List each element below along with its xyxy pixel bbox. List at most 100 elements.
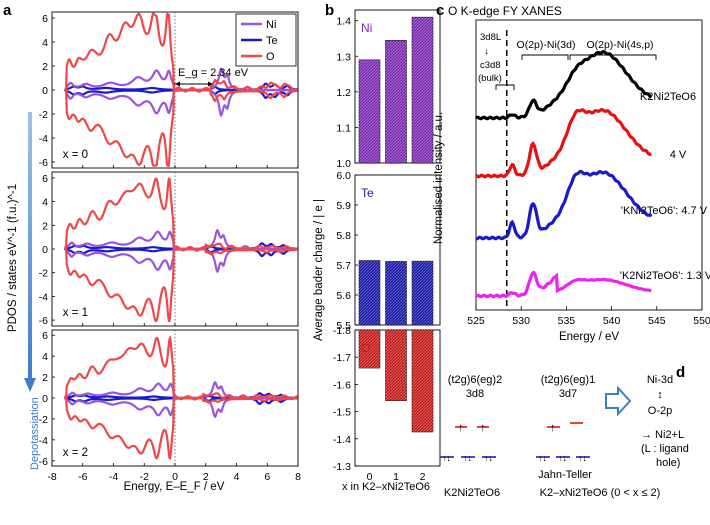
bader-ytick-label: 1.1 (336, 122, 351, 134)
bar-hatch (359, 260, 380, 325)
legend-te: Te (266, 35, 278, 47)
pdos-o-spin-down (64, 88, 298, 167)
pdos-ytick-label: -6 (39, 456, 48, 468)
svg-text:↑: ↑ (550, 422, 556, 434)
pdos-xtick-label: -6 (78, 471, 87, 483)
pdos-ytick-label: 6 (42, 173, 48, 185)
hybrid-arrow: ↕ (657, 389, 663, 401)
left-d-count: 3d8 (466, 388, 484, 400)
pdos-ytick-label: -4 (39, 291, 48, 303)
anno-c3d8: c3d8 (480, 60, 501, 71)
pdos-xtick-label: 8 (295, 471, 301, 483)
pdos-xtick-label: 4 (234, 471, 240, 483)
pdos-ytick-label: 0 (42, 85, 48, 97)
panel-c-xanes: 525 530 535 540 545 550 K2Ni2TeO6 4 V 'KNi2TeO6'… (467, 19, 710, 327)
svg-text:↑↓: ↑↓ (463, 453, 472, 463)
depotassiation-arrow (24, 112, 36, 392)
svg-text:↑↓: ↑↓ (578, 453, 587, 463)
right-config: (t2g)6(eg)1 (541, 374, 595, 386)
xanes-series-label: K2Ni2TeO6 (640, 91, 696, 103)
pdos-subplot-2: 6 4 2 0 -2 -4 -6 -8 -6 -4 -2 0 2 4 6 8 x = 2 (39, 329, 301, 483)
pdos-xtick-label: 6 (264, 471, 270, 483)
hybrid-bottom: O-2p (648, 405, 672, 417)
anno-down-arrow: ↓ (484, 46, 489, 57)
bracket-pre-edge (495, 84, 515, 90)
pdos-o-spin-up (63, 12, 298, 93)
pdos-ytick-label: 0 (42, 244, 48, 256)
panel-label-b: b (325, 2, 334, 19)
bader-ylabel: Average bader charge / | e | (313, 199, 325, 341)
bar-hatch (412, 17, 433, 164)
pdos-subplot-0: 6 4 2 0 -2 -4 -6 x = 0 (39, 11, 299, 169)
pdos-subplot-label: x = 0 (63, 149, 88, 161)
left-compound: K2Ni2TeO6 (444, 487, 500, 499)
bader-ytick-label: 1.0 (336, 158, 351, 170)
xanes-title: O K-edge FY XANES (448, 4, 562, 18)
xanes-xtick-label: 535 (558, 315, 576, 327)
bader-xlabel: x in K2–xNi2TeO6 (342, 481, 430, 493)
band-gap-label: E_g = 2.34 eV (178, 67, 249, 79)
pdos-xtick-label: -4 (109, 471, 118, 483)
pdos-ytick-label: -2 (39, 109, 48, 121)
xanes-frame (475, 19, 703, 311)
pdos-ni-spin-down (64, 247, 298, 274)
bader-ytick-label: -1.4 (333, 434, 351, 446)
panel-label-a: a (3, 2, 12, 19)
panel-b-bader: 1.0 1.1 1.2 1.3 1.4 Ni 5.5 5.6 5.7 5.8 5.9 6.0 Te -1.… (333, 9, 441, 483)
right-compound: K2–xNi2TeO6 (0 < x ≤ 2) (540, 487, 661, 499)
right-d-count: 3d7 (559, 388, 577, 400)
pdos-xlabel: Energy, E–E_F / eV (124, 481, 225, 493)
pdos-ytick-label: 2 (42, 61, 48, 73)
bader-ytick-label: 1.4 (336, 16, 351, 28)
svg-text:↑: ↑ (458, 422, 464, 434)
anno-ni4sp: O(2p)-Ni(4s,p) (586, 39, 653, 51)
bader-ytick-label: -1.3 (333, 461, 351, 473)
pdos-o-spin-down (64, 396, 298, 460)
pdos-ytick-label: 6 (42, 330, 48, 342)
bader-element-label: O (361, 341, 370, 355)
pdos-subplot-label: x = 2 (63, 447, 88, 459)
left-config: (t2g)6(eg)2 (448, 374, 502, 386)
xanes-xtick-label: 540 (603, 315, 621, 327)
pdos-xtick-label: -2 (140, 471, 149, 483)
bar-hatch (385, 330, 407, 401)
svg-text:↑↓: ↑↓ (558, 453, 567, 463)
xanes-ylabel: Normalised intensity / a.u. (433, 112, 445, 244)
bader-ytick-label: 5.7 (336, 260, 351, 272)
pdos-o-spin-down (64, 247, 298, 323)
bar-hatch (385, 40, 407, 163)
pdos-ytick-label: 0 (42, 393, 48, 405)
xanes-series-2 (475, 169, 653, 241)
pdos-xtick-label: -8 (47, 471, 56, 483)
xanes-series-0 (475, 49, 653, 121)
pdos-subplot-label: x = 1 (63, 307, 88, 319)
xanes-xtick-label: 545 (648, 315, 666, 327)
anno-bulk: (bulk) (478, 73, 502, 84)
ligand-note-1: (L : ligand (641, 443, 689, 455)
xanes-xtick-label: 525 (467, 315, 485, 327)
bader-xtick-label: 0 (367, 471, 373, 483)
bader-ytick-label: 1.2 (336, 87, 351, 99)
bader-xtick-label: 1 (393, 471, 399, 483)
xanes-series-3 (475, 270, 652, 299)
bader-xtick-label: 2 (420, 471, 426, 483)
pdos-subplot-1: 6 4 2 0 -2 -4 -6 x = 1 (39, 171, 299, 327)
pdos-o-spin-up (63, 177, 299, 252)
legend-o: O (266, 51, 275, 63)
pdos-ytick-label: 2 (42, 220, 48, 232)
bader-element-label: Te (361, 186, 374, 200)
bader-ytick-label: 5.8 (336, 230, 351, 242)
bader-ytick-label: 5.9 (336, 200, 351, 212)
pdos-ytick-label: -2 (39, 414, 48, 426)
xanes-xtick-label: 530 (512, 315, 530, 327)
pdos-ytick-label: -4 (39, 133, 48, 145)
panel-d-diagram: (t2g)6(eg)2 3d8 (t2g)6(eg)1 3d7 ↑ ↑ ↑↓ ↑… (440, 374, 689, 499)
bar-hatch (412, 330, 433, 432)
anno-ni3d: O(2p)-Ni(3d) (517, 39, 576, 51)
jahn-teller-label: Jahn-Teller (538, 469, 592, 481)
svg-text:↑↓: ↑↓ (538, 453, 547, 463)
anno-3d8L: 3d8L (480, 32, 501, 43)
bader-ytick-label: 1.3 (336, 51, 351, 63)
legend-ni: Ni (266, 19, 276, 31)
